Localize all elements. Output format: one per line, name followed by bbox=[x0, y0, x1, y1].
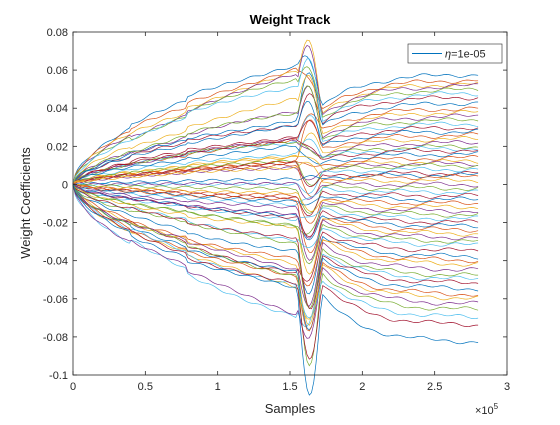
series-line bbox=[72, 166, 479, 194]
series-line bbox=[73, 184, 479, 212]
x-tick-label: 0.5 bbox=[138, 381, 153, 393]
series-line bbox=[72, 184, 479, 207]
y-tick-label: -0.1 bbox=[49, 370, 68, 382]
legend-label: η=1e-05 bbox=[445, 49, 486, 61]
series-line bbox=[72, 39, 479, 185]
series-line bbox=[72, 44, 479, 186]
series-line bbox=[72, 183, 479, 261]
series-line bbox=[72, 160, 479, 185]
legend-symbol: η bbox=[445, 49, 451, 61]
series-line bbox=[72, 185, 479, 327]
series-line bbox=[73, 172, 479, 186]
series-line bbox=[72, 183, 479, 396]
series-line bbox=[72, 183, 479, 307]
y-tick-label: 0 bbox=[62, 179, 68, 191]
x-tick-label: 1.5 bbox=[282, 381, 297, 393]
x-tick-label: 0 bbox=[70, 381, 76, 393]
series-line bbox=[72, 138, 479, 185]
series-line bbox=[72, 185, 479, 248]
series-line bbox=[72, 183, 479, 241]
series-line bbox=[72, 184, 479, 275]
series-line bbox=[72, 185, 479, 222]
series-line bbox=[72, 183, 479, 214]
x-exponent-power: 5 bbox=[494, 402, 499, 411]
series-line bbox=[72, 183, 479, 265]
legend: η=1e-05 bbox=[407, 43, 503, 64]
series-line bbox=[72, 66, 479, 184]
y-tick-label: 0.08 bbox=[47, 27, 68, 39]
series-line bbox=[72, 138, 479, 184]
legend-text: =1e-05 bbox=[451, 49, 486, 61]
series-line bbox=[72, 75, 479, 185]
series-line bbox=[72, 184, 479, 287]
series-line bbox=[72, 185, 479, 224]
series-line bbox=[72, 161, 479, 184]
x-exponent-base: ×10 bbox=[475, 405, 494, 417]
series-line bbox=[72, 184, 479, 282]
y-tick-label: 0.02 bbox=[47, 141, 68, 153]
series-line bbox=[72, 85, 479, 185]
series-line bbox=[72, 183, 479, 295]
x-tick-label: 2 bbox=[359, 381, 365, 393]
tick-layer: 0 0.5 1 1.5 2 2.5 3 -0.1 -0.08 -0.06 -0.04 -0.02 0 0.… bbox=[43, 27, 510, 393]
x-tick-label: 2.5 bbox=[427, 381, 442, 393]
y-tick-label: -0.02 bbox=[43, 218, 68, 230]
plot-background bbox=[73, 32, 507, 375]
x-exponent-label: ×105 bbox=[475, 402, 499, 417]
series-line bbox=[72, 183, 479, 332]
series-line bbox=[72, 67, 479, 184]
y-tick-label: 0.04 bbox=[47, 103, 68, 115]
series-line bbox=[72, 183, 479, 239]
series-layer bbox=[72, 39, 479, 396]
series-line bbox=[72, 185, 479, 360]
x-tick-label: 1 bbox=[215, 381, 221, 393]
series-line bbox=[72, 185, 479, 310]
series-line bbox=[72, 183, 479, 367]
series-line bbox=[72, 184, 479, 339]
x-axis-label: Samples bbox=[265, 401, 316, 416]
series-line bbox=[72, 120, 479, 185]
series-line bbox=[72, 185, 479, 253]
series-line bbox=[72, 72, 479, 186]
chart-title: Weight Track bbox=[250, 12, 331, 27]
series-line bbox=[72, 58, 479, 184]
series-line bbox=[72, 163, 479, 198]
series-line bbox=[72, 159, 479, 186]
y-axis-label: Weight Coefficients bbox=[18, 147, 33, 259]
y-tick-label: -0.06 bbox=[43, 294, 68, 306]
y-tick-label: -0.08 bbox=[43, 332, 68, 344]
x-tick-label: 3 bbox=[504, 381, 510, 393]
series-line bbox=[72, 145, 479, 186]
y-tick-label: -0.04 bbox=[43, 256, 68, 268]
series-line bbox=[72, 185, 479, 326]
series-line bbox=[72, 100, 479, 186]
series-line bbox=[72, 181, 479, 200]
series-line bbox=[72, 93, 479, 186]
y-tick-label: 0.06 bbox=[47, 65, 68, 77]
legend-box bbox=[407, 43, 503, 64]
series-line bbox=[72, 55, 479, 185]
series-line bbox=[72, 161, 479, 187]
